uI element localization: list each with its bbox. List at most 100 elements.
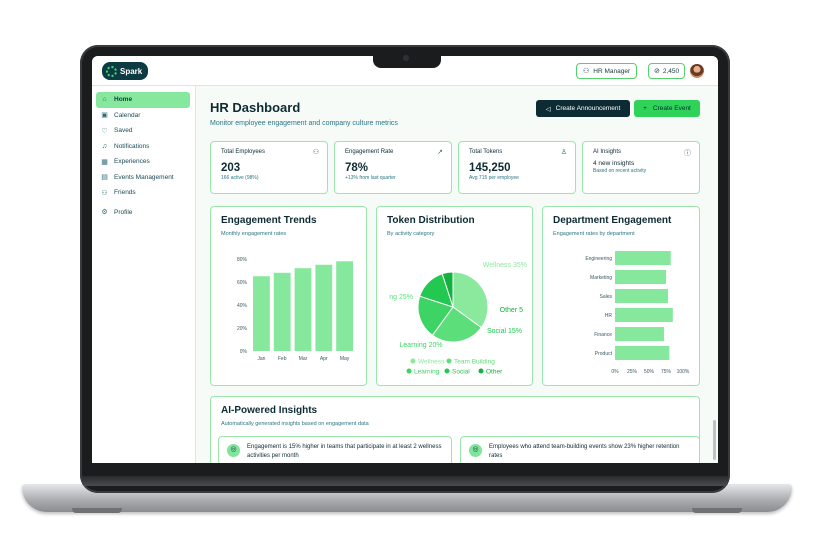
bar (253, 276, 270, 351)
avatar[interactable] (690, 64, 704, 78)
sidebar-item-label: Notifications (114, 142, 150, 150)
app-screen: Spark ⚇ HR Manager ⊘ 2,450 ⌂ Home ▣ Calenda… (92, 56, 718, 463)
pie-slice (417, 295, 454, 337)
stat-card-total-employees: Total Employees ⚇ 203 166 active (98%) (210, 141, 328, 194)
card-subtitle: Automatically generated insights based o… (221, 421, 369, 427)
laptop-foot-left (72, 508, 122, 513)
sidebar-item-label: Friends (114, 189, 136, 197)
slice-label: Other 5 (500, 307, 523, 314)
create-event-label: Create Event (652, 105, 691, 112)
main-content: HR Dashboard Monitor employee engagement… (196, 86, 718, 463)
engagement-trends-chart: 0% 20% 40% 60% 80% Jan Feb Mar Apr May (237, 257, 353, 362)
card-title: Token Distribution (387, 215, 475, 226)
card-title: AI-Powered Insights (221, 405, 318, 416)
y-tick-label: Sales (599, 294, 612, 300)
home-icon: ⌂ (102, 96, 107, 104)
stat-value: 78% (345, 162, 369, 174)
spark-logo-icon (106, 65, 117, 77)
brand-name: Spark (120, 66, 143, 76)
bar (315, 264, 333, 351)
grid-icon: ▦ (101, 158, 108, 166)
laptop-hinge (82, 476, 728, 486)
legend-swatch (446, 358, 452, 364)
legend-label: Learning (414, 369, 440, 376)
x-tick-label: Apr (320, 356, 328, 362)
legend-label: Social (452, 369, 470, 376)
bar (615, 251, 671, 265)
users-icon: ⚇ (101, 189, 108, 197)
sidebar-item-notifications[interactable]: ♫ Notifications (96, 139, 190, 155)
stat-card-total-tokens: Total Tokens ♙ 145,250 Avg 715 per emplo… (458, 141, 576, 194)
sidebar-item-label: Saved (114, 127, 133, 135)
x-tick-label: 100% (677, 369, 690, 375)
insight-item[interactable]: ◎ Employees who attend team-building eve… (460, 436, 700, 463)
engagement-trends-card: Engagement Trends Monthly engagement rat… (210, 206, 367, 386)
sidebar-item-experiences[interactable]: ▦ Experiences (96, 154, 190, 170)
y-tick-label: Finance (594, 332, 612, 338)
sidebar-item-friends[interactable]: ⚇ Friends (96, 185, 190, 201)
slice-label: Wellness 35% (483, 262, 527, 269)
stat-sub: Avg 715 per employee (469, 175, 519, 181)
legend-swatch (410, 358, 416, 364)
sidebar-item-home[interactable]: ⌂ Home (96, 92, 190, 108)
sidebar-item-saved[interactable]: ♡ Saved (96, 123, 190, 139)
legend-label: Team Building (454, 359, 495, 366)
sidebar-item-profile[interactable]: ⚙ Profile (96, 205, 190, 221)
token-distribution-card: Token Distribution By activity category … (376, 206, 533, 386)
stat-label: AI Insights (593, 149, 622, 155)
y-tick-label: 80% (237, 257, 248, 263)
y-tick-label: Marketing (590, 275, 612, 281)
sidebar-item-calendar[interactable]: ▣ Calendar (96, 108, 190, 124)
bell-icon: ♫ (101, 142, 108, 150)
sidebar-item-label: Calendar (114, 111, 141, 119)
bar (615, 327, 664, 341)
stat-label: Total Tokens (469, 149, 503, 155)
stat-label: Total Employees (221, 149, 266, 155)
calendar-check-icon: ▤ (101, 174, 108, 182)
heart-icon: ♡ (101, 127, 108, 135)
brand-logo[interactable]: Spark (102, 62, 149, 80)
scrollbar[interactable] (713, 90, 716, 460)
stat-sub: +13% from last quarter (345, 175, 396, 181)
x-tick-label: 25% (627, 369, 638, 375)
x-tick-label: Jan (257, 356, 265, 362)
camera-notch (373, 50, 441, 68)
slice-label: ng 25% (389, 294, 413, 301)
legend-swatch (444, 368, 450, 374)
users-icon: ⚇ (312, 149, 319, 156)
department-engagement-chart: Engineering Marketing Sales HR Finance Produc… (585, 251, 690, 375)
role-label: HR Manager (593, 67, 631, 75)
sidebar-item-label: Experiences (114, 158, 150, 166)
y-tick-label: HR (605, 313, 613, 319)
stat-value: 203 (221, 162, 241, 174)
lightbulb-icon: ◎ (469, 444, 482, 457)
y-tick-label: Engineering (585, 256, 612, 262)
sidebar-divider (92, 201, 195, 205)
scrollbar-thumb[interactable] (713, 420, 716, 460)
create-announcement-label: Create Announcement (555, 105, 621, 112)
y-tick-label: 40% (237, 303, 248, 309)
stat-label: Engagement Rate (345, 149, 394, 155)
create-announcement-button[interactable]: ◁ Create Announcement (536, 100, 630, 117)
stat-value: 145,250 (469, 162, 511, 174)
lightbulb-icon: ◎ (227, 444, 240, 457)
bar (294, 268, 312, 351)
y-tick-label: 0% (240, 349, 248, 355)
camera-icon (403, 55, 409, 61)
sidebar-item-events-management[interactable]: ▤ Events Management (96, 170, 190, 186)
create-event-button[interactable]: + Create Event (634, 100, 700, 117)
card-subtitle: Engagement rates by department (553, 231, 635, 237)
page-subtitle: Monitor employee engagement and company … (210, 120, 398, 127)
stat-card-ai-insights[interactable]: AI Insights ⓘ 4 new insights Based on re… (582, 141, 700, 194)
info-icon: ⓘ (684, 150, 691, 157)
plus-icon: + (643, 105, 647, 112)
token-distribution-chart: Wellness 35% ng 25% Learning 20% Social 15%… (389, 262, 527, 376)
token-balance-button[interactable]: ⊘ 2,450 (648, 63, 686, 79)
trend-up-icon: ↗ (437, 149, 443, 156)
token-balance: 2,450 (662, 67, 680, 75)
x-tick-label: 75% (661, 369, 672, 375)
gear-icon: ⚙ (101, 209, 108, 217)
role-button[interactable]: ⚇ HR Manager (576, 63, 638, 79)
y-tick-label: 20% (237, 326, 248, 332)
insight-item[interactable]: ◎ Engagement is 15% higher in teams that… (218, 436, 452, 463)
